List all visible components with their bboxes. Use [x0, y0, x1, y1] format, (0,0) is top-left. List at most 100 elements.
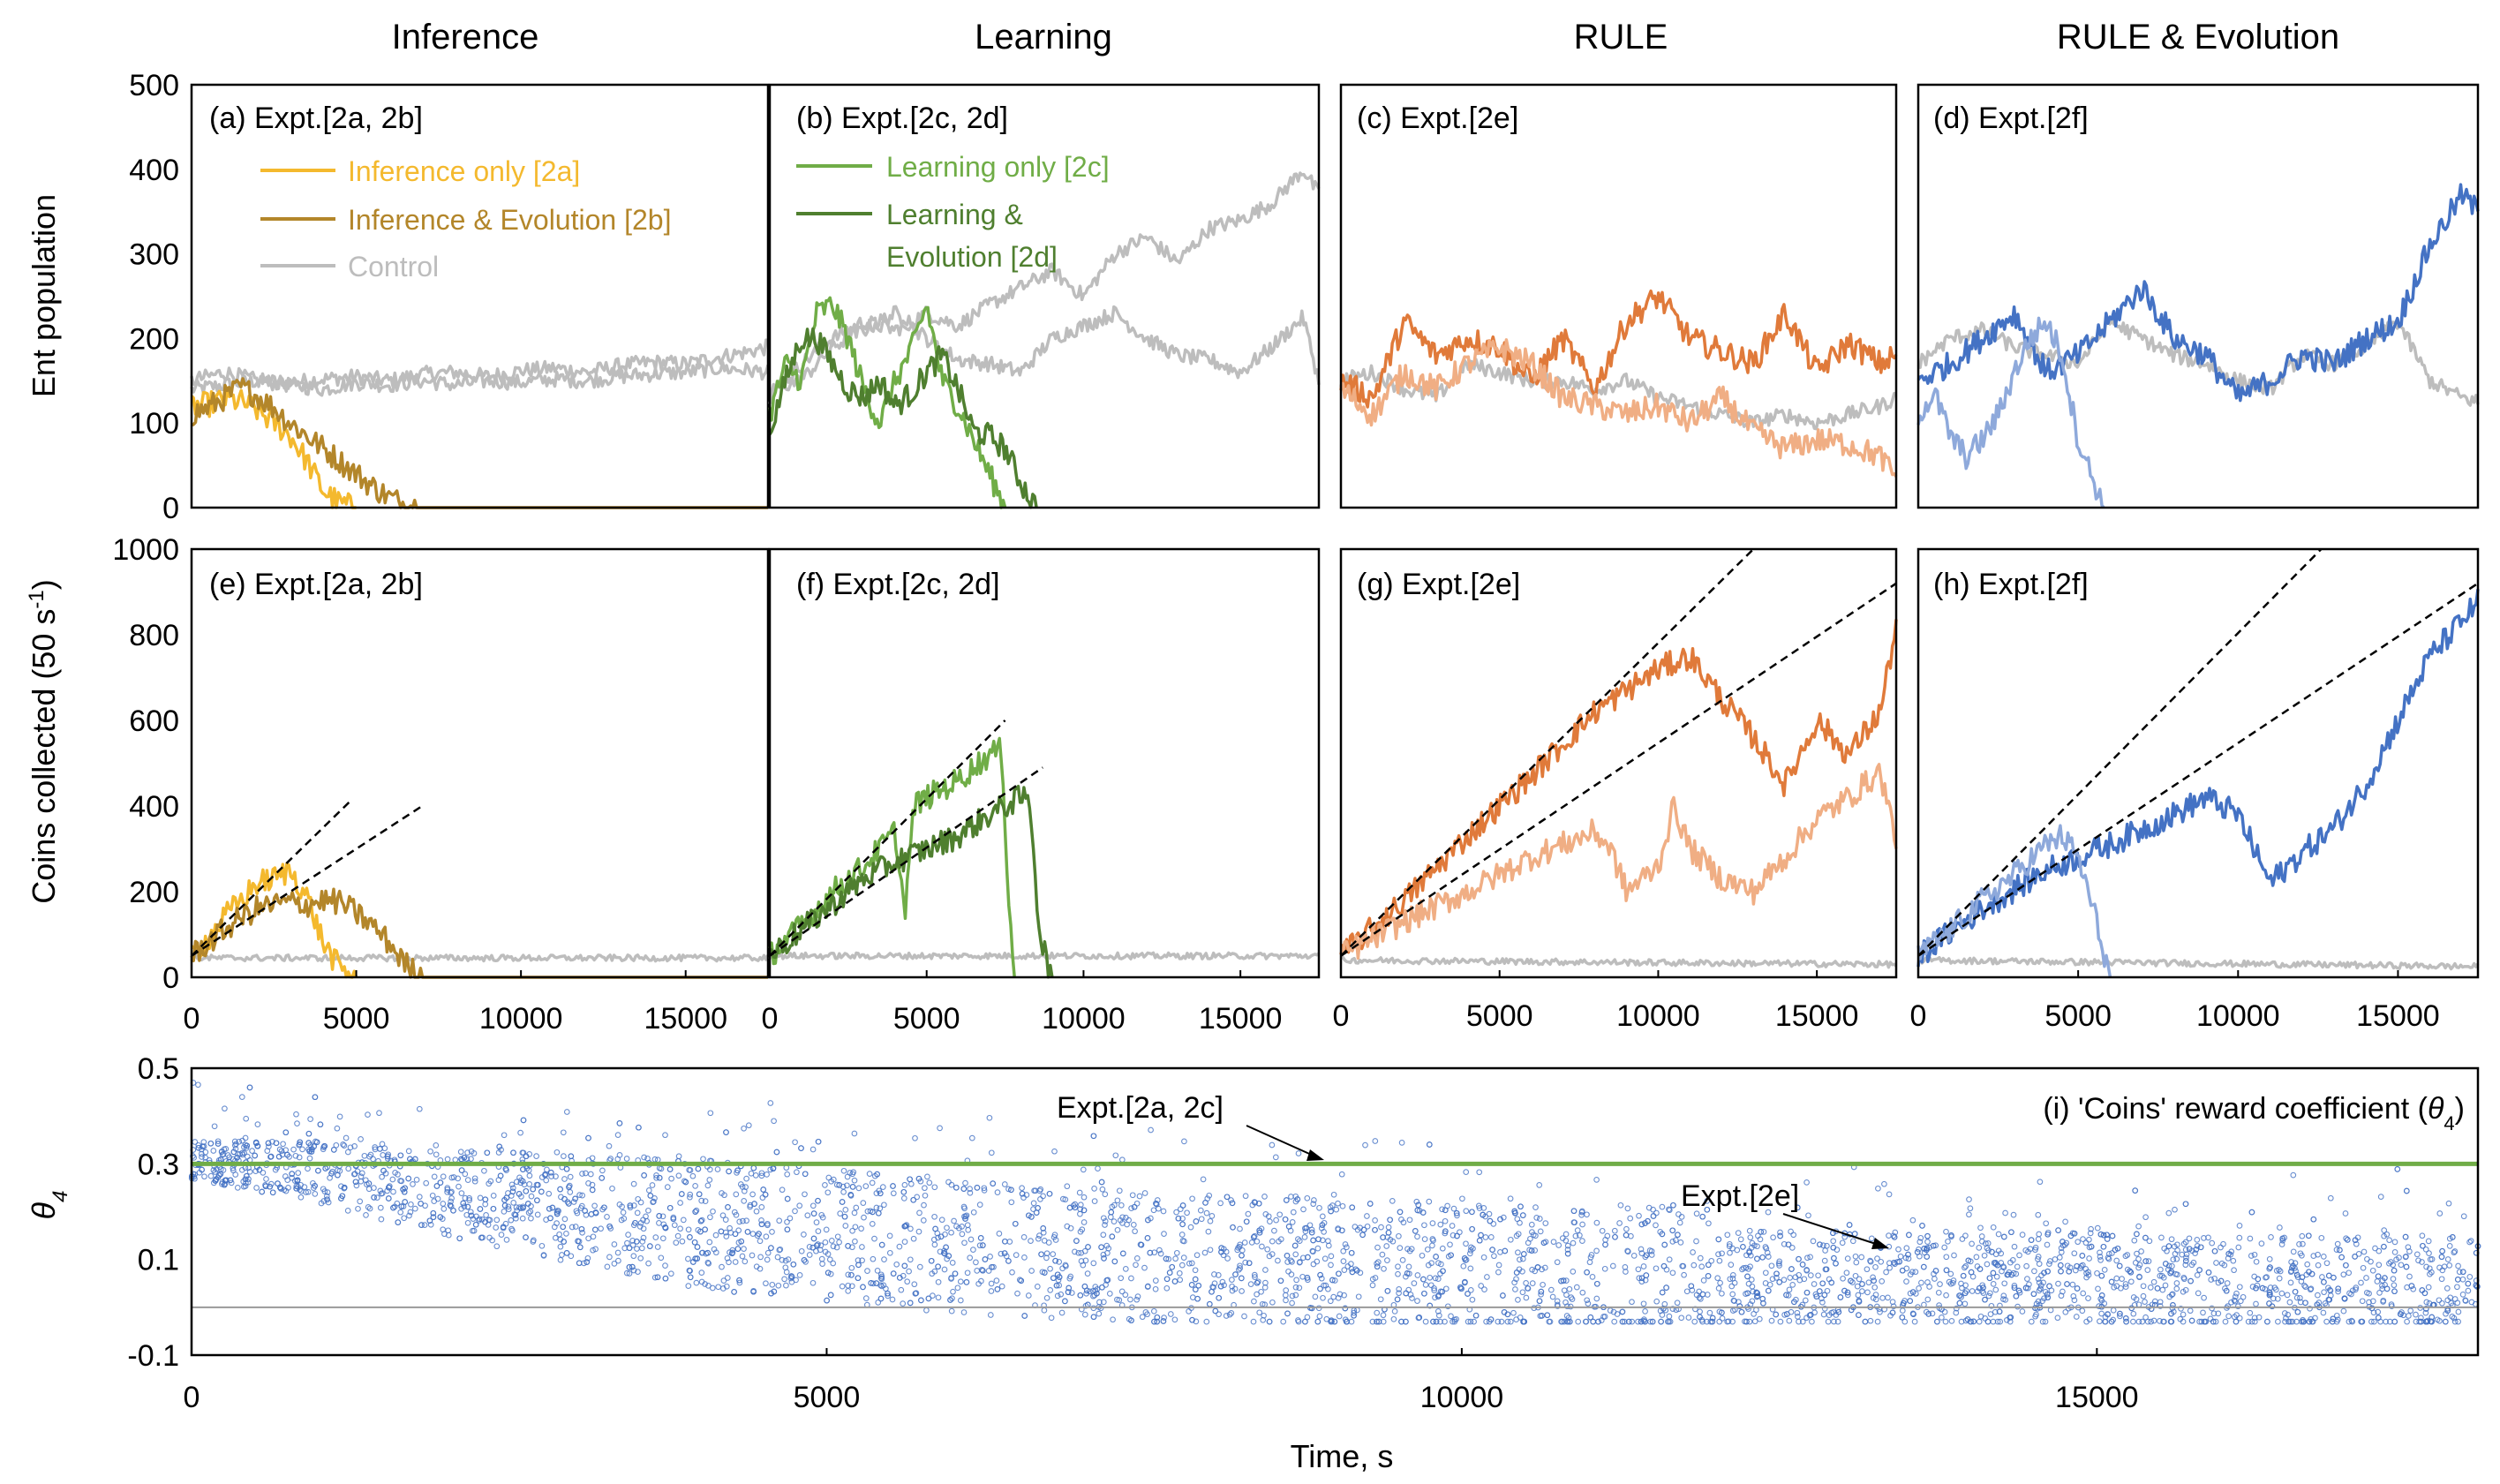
scatter-point: [1511, 1279, 1517, 1286]
scatter-point: [2173, 1285, 2180, 1292]
panel-i-prefix: (i) 'Coins' reward coefficient (: [2043, 1092, 2428, 1126]
scatter-point: [1151, 1249, 1158, 1256]
scatter-point: [1916, 1239, 1924, 1246]
scatter-point: [1962, 1300, 1969, 1307]
scatter-point: [2096, 1303, 2102, 1309]
scatter-point: [1320, 1294, 1326, 1301]
scatter-point: [1429, 1220, 1436, 1226]
scatter-point: [312, 1191, 319, 1197]
scatter-point: [880, 1282, 887, 1289]
scatter-point: [2225, 1250, 2233, 1257]
scatter-point: [764, 1256, 771, 1263]
scatter-point: [736, 1279, 743, 1286]
scatter-point: [2456, 1269, 2463, 1276]
scatter-point: [241, 1144, 247, 1150]
scatter-point: [583, 1170, 589, 1177]
y-label-theta4: θ4: [26, 1191, 72, 1220]
scatter-point: [1640, 1263, 1647, 1269]
scatter-point: [265, 1140, 272, 1147]
scatter-point: [652, 1234, 659, 1240]
scatter-point: [2255, 1314, 2263, 1321]
scatter-point: [2211, 1275, 2218, 1282]
scatter-point: [2281, 1310, 2288, 1316]
scatter-point: [1489, 1247, 1495, 1253]
scatter-point: [218, 1148, 225, 1155]
scatter-point: [1758, 1229, 1765, 1235]
scatter-point: [743, 1175, 749, 1182]
scatter-point: [852, 1224, 859, 1231]
scatter-point: [904, 1278, 911, 1285]
scatter-point: [2055, 1227, 2061, 1233]
scatter-point: [837, 1210, 844, 1217]
scatter-point: [1114, 1197, 1121, 1204]
scatter-point: [677, 1225, 683, 1232]
scatter-point: [702, 1281, 708, 1287]
scatter-point: [1706, 1309, 1713, 1316]
scatter-point: [607, 1156, 614, 1162]
scatter-point: [801, 1257, 808, 1263]
scatter-point: [962, 1179, 968, 1186]
legend-b-learning-evo-1: Learning &: [886, 199, 1023, 230]
scatter-point: [1217, 1200, 1224, 1207]
scatter-point: [561, 1216, 569, 1223]
scatter-point: [2136, 1262, 2143, 1269]
scatter-point: [234, 1185, 241, 1191]
scatter-point: [2044, 1268, 2051, 1275]
scatter-point: [385, 1195, 392, 1202]
scatter-point: [277, 1186, 284, 1192]
scatter-point: [1593, 1280, 1600, 1287]
scatter-point: [579, 1229, 585, 1236]
scatter-point: [825, 1189, 832, 1196]
scatter-point: [1261, 1194, 1268, 1200]
scatter-point: [2428, 1314, 2436, 1321]
series-line-c-0: [1339, 358, 1898, 431]
scatter-point: [1460, 1262, 1467, 1269]
scatter-point: [771, 1118, 777, 1125]
scatter-point: [1513, 1276, 1519, 1283]
scatter-point: [2014, 1263, 2021, 1270]
scatter-point: [974, 1185, 981, 1191]
scatter-point: [2258, 1240, 2265, 1247]
scatter-point: [1248, 1239, 1255, 1246]
scatter-point: [486, 1217, 493, 1224]
scatter-point: [1109, 1233, 1116, 1240]
scatter-point: [2287, 1318, 2294, 1325]
scatter-point: [1802, 1297, 1809, 1304]
scatter-point: [1965, 1257, 1972, 1264]
scatter-point: [2011, 1284, 2018, 1292]
scatter-point: [1390, 1315, 1397, 1322]
scatter-point: [1425, 1262, 1432, 1269]
scatter-point: [627, 1202, 634, 1209]
scatter-point: [900, 1195, 907, 1202]
scatter-point: [560, 1224, 567, 1231]
scatter-point: [1532, 1268, 1539, 1275]
scatter-point: [769, 1281, 776, 1288]
scatter-point: [1152, 1285, 1159, 1292]
scatter-point: [1844, 1289, 1851, 1296]
scatter-point: [1360, 1226, 1367, 1233]
scatter-point: [1100, 1232, 1107, 1239]
scatter-point: [243, 1115, 250, 1122]
scatter-point: [496, 1143, 503, 1150]
scatter-point: [1161, 1231, 1167, 1237]
scatter-point: [1487, 1316, 1495, 1322]
scatter-point: [2212, 1318, 2219, 1325]
scatter-point: [1995, 1231, 2002, 1238]
scatter-point: [1374, 1260, 1380, 1267]
scatter-point: [345, 1165, 352, 1172]
scatter-point: [1215, 1272, 1222, 1278]
scatter-point: [1764, 1249, 1771, 1256]
scatter-point: [547, 1169, 554, 1176]
annotation-expt-2e: Expt.[2e]: [1681, 1179, 1799, 1213]
scatter-point: [1090, 1133, 1097, 1140]
scatter-point: [340, 1141, 346, 1148]
scatter-point: [1424, 1246, 1431, 1253]
scatter-point: [1642, 1318, 1648, 1325]
scatter-point: [1864, 1289, 1871, 1296]
scatter-point: [546, 1205, 553, 1212]
scatter-point: [509, 1227, 516, 1234]
series-line-b-1: [768, 305, 1321, 394]
scatter-point: [1072, 1248, 1078, 1255]
scatter-point: [1469, 1225, 1475, 1232]
scatter-point: [1964, 1316, 1971, 1322]
